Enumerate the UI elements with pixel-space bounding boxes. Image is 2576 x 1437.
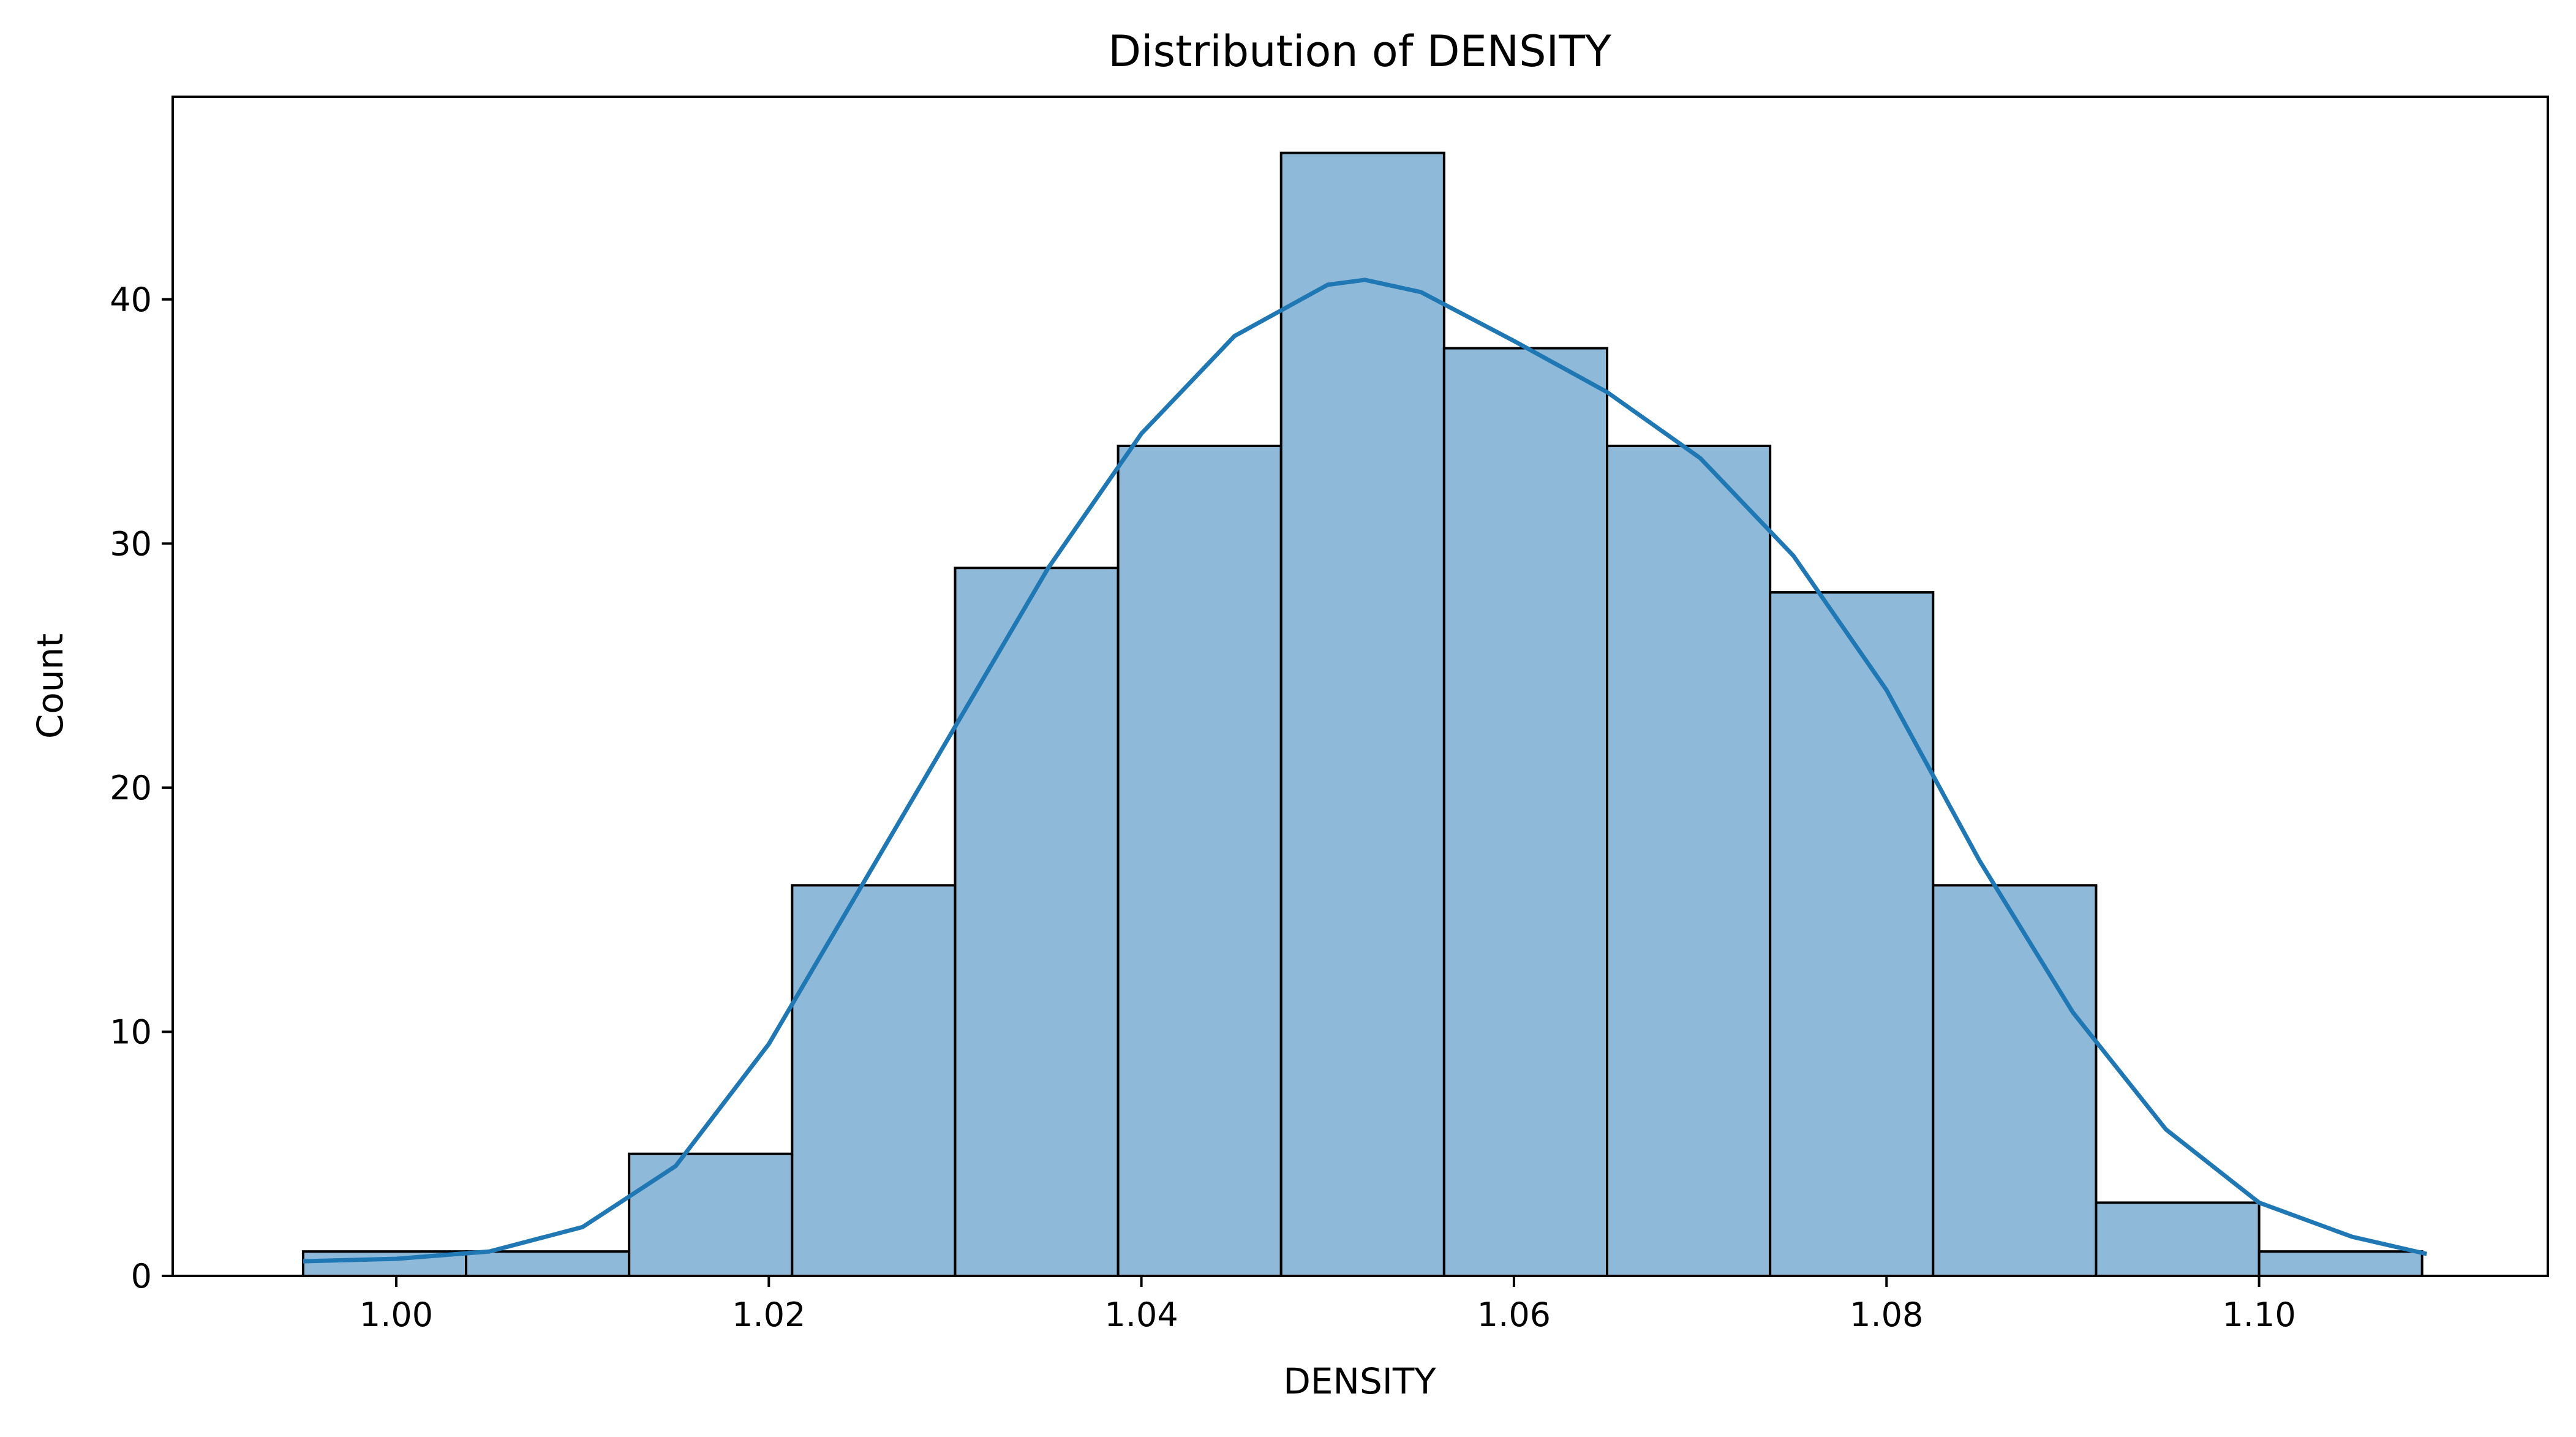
histogram-bar [2258,1250,2423,1277]
histogram-bar [1769,591,1935,1277]
y-tick-label: 0 [131,1257,152,1296]
histogram-bar [1932,884,2098,1277]
bars-group [301,151,2423,1278]
histogram-bar [628,1152,794,1277]
histogram-bar [1442,347,1609,1278]
x-tick-label: 1.00 [360,1296,433,1334]
x-tick-label: 1.04 [1104,1296,1178,1334]
x-tick-label: 1.08 [1850,1296,1923,1334]
histogram-bar [791,884,957,1277]
y-tick-label: 20 [110,769,152,807]
y-tick-label: 30 [110,524,152,563]
kde-line [303,277,2428,1264]
y-tick-label: 10 [110,1013,152,1051]
chart-title: Distribution of DENSITY [1108,26,1611,77]
y-tick-label: 40 [110,281,152,319]
y-axis-label: Count [29,633,71,739]
x-axis-ticks: 1.00 1.02 1.04 1.06 1.08 1.10 [360,1276,2296,1334]
histogram-bar [2095,1201,2261,1278]
histogram-bar [1279,151,1445,1278]
histogram-bar [1117,444,1282,1278]
x-tick-label: 1.10 [2222,1296,2295,1334]
histogram-bar [465,1250,631,1277]
histogram-bar [1606,444,1772,1278]
x-tick-label: 1.06 [1477,1296,1551,1334]
x-axis-label: DENSITY [1283,1360,1436,1402]
plot-frame [171,96,2549,1277]
x-tick-label: 1.02 [732,1296,805,1334]
y-axis-ticks: 0 10 20 30 40 [110,281,173,1296]
histogram-bar [954,567,1120,1277]
